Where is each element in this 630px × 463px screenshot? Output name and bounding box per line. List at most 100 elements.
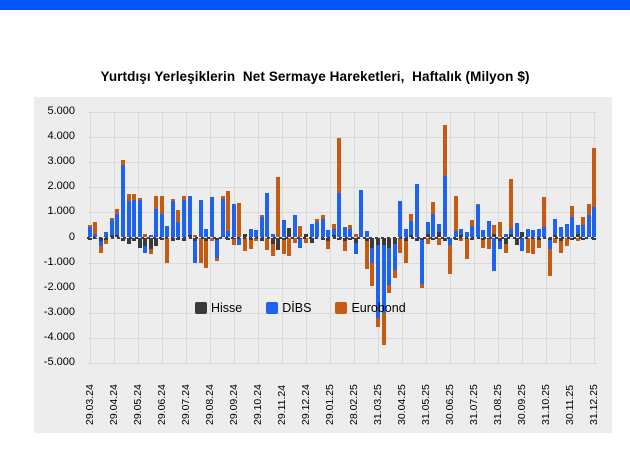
bar-hisse [303,233,308,238]
bar-di̇bs [148,234,153,238]
bar-di̇bs [115,213,120,235]
bar-hisse [259,237,264,242]
bar-eurobond [409,213,414,222]
bar-hisse [420,237,425,240]
x-axis-label: 29.07.24 [179,384,192,425]
legend-marker-di̇bs [266,302,279,314]
bar-hisse [193,237,198,242]
bar-hisse [387,237,392,248]
bar-eurobond [420,283,425,288]
bar-hisse [348,237,353,240]
x-axis-label: 29.11.24 [275,384,288,425]
bar-hisse [215,237,220,240]
bar-eurobond [281,240,286,254]
bar-di̇bs [486,220,491,238]
x-axis-label: 29.12.24 [299,384,312,425]
bar-eurobond [387,285,392,293]
top-accent-bar [0,0,630,10]
gridline-h [87,287,597,289]
bar-hisse [137,237,142,248]
bar-di̇bs [509,228,514,234]
bar-hisse [553,234,558,238]
x-axis-label: 28.02.25 [348,384,360,425]
y-axis-label: 0 [68,230,75,243]
bar-di̇bs [132,199,137,238]
bar-eurobond [265,237,270,251]
bar-di̇bs [409,221,414,235]
bar-eurobond [364,241,369,269]
bar-eurobond [259,215,264,218]
bar-hisse [514,237,519,246]
bar-hisse [143,237,148,247]
bar-hisse [204,237,209,242]
bar-di̇bs [403,228,408,238]
bar-eurobond [242,237,247,252]
bar-hisse [281,237,286,240]
bar-di̇bs [215,240,220,258]
bar-hisse [570,237,575,240]
bar-eurobond [121,159,126,165]
bar-eurobond [403,241,408,263]
bar-hisse [132,237,137,242]
bar-hisse [109,234,114,238]
bar-di̇bs [381,245,386,313]
bar-eurobond [176,209,181,223]
bar-eurobond [453,196,458,232]
bar-hisse [425,233,430,238]
bar-di̇bs [575,224,580,234]
y-axis-label: 5.000 [47,105,75,117]
bar-hisse [492,233,497,238]
chart-container: 5.000 4.000 3.000 2.000 1.000 0 -1.000 -2.000 -3… [34,97,612,433]
bar-eurobond [315,219,320,222]
bar-eurobond [558,241,563,253]
bar-di̇bs [392,243,397,271]
bar-di̇bs [231,203,236,238]
bar-di̇bs [531,229,536,238]
bar-hisse [459,234,464,238]
bar-eurobond [331,223,336,229]
x-axis-label: 30.04.25 [396,384,409,425]
bar-hisse [353,237,358,243]
bar-di̇bs [359,190,364,238]
bar-di̇bs [298,239,303,248]
y-axis: 5.000 4.000 3.000 2.000 1.000 0 -1.000 -2.000 -3… [31,105,81,368]
bar-eurobond [115,209,120,214]
bar-hisse [182,237,186,242]
bar-di̇bs [187,196,192,235]
y-axis-label: 2.000 [47,180,75,193]
bar-di̇bs [470,226,475,238]
chart-title: Yurtdışı Yerleşiklerin Net Sermaye Harek… [100,69,530,84]
bar-di̇bs [342,227,347,238]
bar-eurobond [148,248,153,254]
bar-di̇bs [348,228,353,238]
gridline-h [87,137,597,139]
bar-hisse [503,237,508,244]
bar-eurobond [182,196,186,200]
bar-eurobond [231,239,236,246]
bar-hisse [558,237,563,242]
bar-eurobond [98,245,103,254]
bar-di̇bs [137,199,142,238]
bar-eurobond [492,224,497,234]
bar-hisse [497,237,502,242]
bar-eurobond [326,241,331,249]
bar-hisse [159,237,164,240]
bar-di̇bs [547,240,552,249]
x-axis-label: 29.01.25 [323,384,336,425]
gridline-h [87,162,597,164]
legend-item-hisse: Hisse [195,301,242,315]
bar-eurobond [215,257,220,262]
bar-di̇bs [364,231,369,238]
bar-hisse [581,237,586,240]
bar-eurobond [237,202,242,238]
bar-di̇bs [143,246,148,253]
bar-hisse [331,234,336,238]
bar-hisse [342,237,347,242]
bar-hisse [370,237,375,248]
bar-hisse [242,233,247,238]
bar-eurobond [248,240,253,249]
bar-eurobond [109,218,114,221]
bar-hisse [187,234,192,238]
legend: Hisse DİBS Eurobond [195,301,406,315]
bar-di̇bs [558,227,563,238]
